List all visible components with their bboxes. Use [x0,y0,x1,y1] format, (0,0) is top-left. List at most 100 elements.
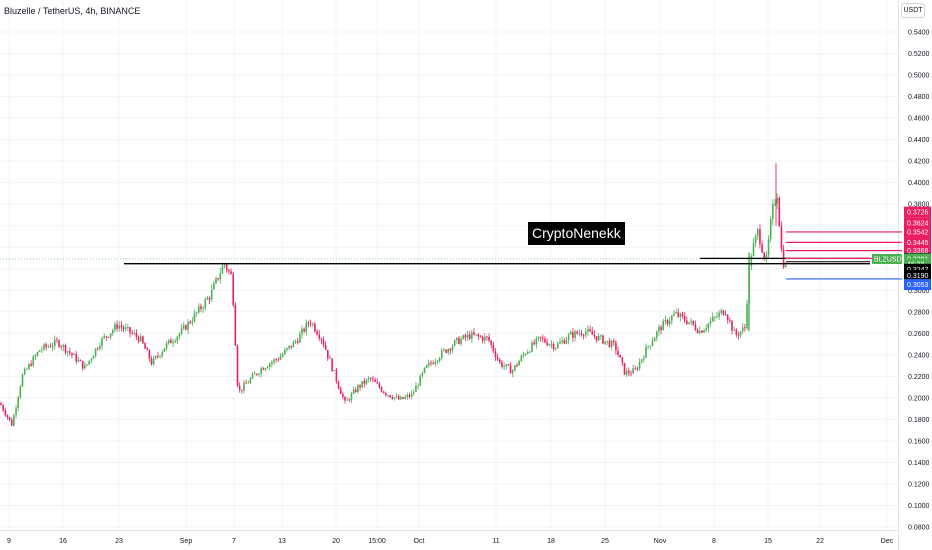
candle-body [232,274,234,305]
candle-body [382,391,385,393]
candle-body [281,354,284,357]
candle-body [47,346,50,348]
candle-body [705,328,707,331]
candle-body [299,334,301,343]
candle-body [8,417,11,420]
candle-body [131,332,133,334]
candle-body [150,358,153,365]
candle-body [185,325,187,330]
candle-body [309,323,312,325]
candle-body [329,357,331,359]
candle-body [236,345,239,386]
candle-body [142,336,144,344]
candle-body [643,357,645,360]
candle-body [53,339,56,346]
candle-body [45,344,47,347]
y-tick-label: 0.2000 [908,395,930,402]
candle-body [180,328,183,334]
candle-body [569,332,572,335]
candle-body [625,370,628,375]
candle-body [109,333,112,338]
y-tick-label: 0.2400 [908,352,930,359]
candle-body [380,387,383,392]
candle-body [434,361,437,365]
candle-body [563,340,566,344]
candle-body [744,327,746,329]
candle-body [172,342,174,344]
candle-body [554,348,557,349]
y-tick-label: 0.4400 [908,137,930,144]
candle-body [193,313,196,322]
x-tick-label: 7 [232,538,236,545]
candle-body [204,299,207,308]
author-watermark: CryptoNenekk [528,222,625,245]
candle-body [479,336,482,338]
candle-body [230,271,232,275]
candle-body [73,353,75,356]
candle-body [471,332,473,339]
candle-body [43,344,45,350]
candle-body [503,366,505,368]
candle-body [354,389,357,392]
candle-body [664,319,667,321]
candle-body [662,320,664,331]
candle-body [707,323,710,329]
candle-body [509,365,512,374]
candle-body [518,360,520,366]
candle-body [90,358,93,361]
candle-body [105,336,108,337]
candle-body [238,385,241,390]
y-tick-label: 0.1400 [908,460,930,467]
candle-body [731,320,733,331]
candle-body [361,381,363,388]
candle-body [305,322,308,332]
candle-body [423,367,426,373]
currency-button[interactable]: USDT [901,3,925,18]
candle-body [350,393,353,401]
candle-body [219,273,222,280]
candle-body [294,341,297,342]
candle-body [767,239,770,256]
x-tick-label: 13 [278,538,286,545]
candle-body [681,313,684,317]
x-tick-label: 22 [816,538,824,545]
candle-body [316,331,318,335]
candle-body [210,289,213,300]
candle-body [546,342,548,346]
candle-body [593,334,596,337]
candle-body [466,334,469,338]
candle-body [327,349,329,358]
candle-body [32,356,35,366]
candle-body [206,298,209,300]
y-tick-label: 0.2200 [908,374,930,381]
candle-body [370,378,372,379]
candle-body [640,359,643,362]
candle-body [342,394,344,397]
candle-body [505,364,508,367]
candle-body [516,365,518,366]
candle-body [690,320,692,323]
candle-body [447,348,449,353]
candle-body [251,374,254,379]
candle-body [733,329,735,331]
candle-body [277,359,280,361]
candle-body [520,355,523,361]
candle-body [395,396,398,398]
candle-body [638,361,641,369]
candle-body [774,203,776,205]
price-tag [904,263,931,275]
candle-body [456,337,458,341]
candle-body [765,255,768,260]
candle-body [217,278,219,280]
candle-body [51,345,54,348]
candle-body [234,304,237,346]
candle-body [436,360,439,362]
candle-body [155,355,157,359]
candle-body [213,283,215,290]
candle-body [245,382,247,384]
candle-body [591,331,594,335]
candle-body [709,320,712,324]
candle-body [419,375,422,386]
